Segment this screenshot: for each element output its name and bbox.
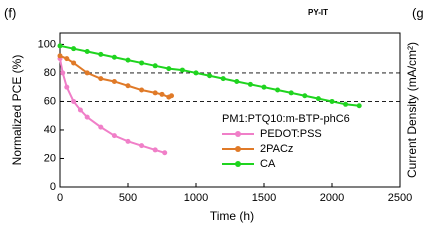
y2-axis-title: Current Density (mA/cm²) <box>405 42 419 178</box>
data-point <box>57 43 63 49</box>
x-tick-label: 500 <box>119 192 137 204</box>
data-point <box>77 107 83 113</box>
data-point <box>125 138 131 144</box>
data-point <box>207 73 213 79</box>
data-point <box>275 87 281 93</box>
data-point <box>162 150 168 156</box>
data-point <box>57 53 63 59</box>
data-point <box>159 91 165 97</box>
legend-marker <box>235 131 241 137</box>
x-tick-label: 1500 <box>252 192 276 204</box>
data-point <box>261 84 267 90</box>
data-point <box>329 98 335 104</box>
x-tick-label: 2000 <box>320 192 344 204</box>
y-tick-label: 0 <box>50 181 56 193</box>
y-tick-label: 80 <box>44 67 56 79</box>
legend-label: CA <box>260 158 276 170</box>
legend-label: PEDOT:PSS <box>260 128 322 140</box>
data-point <box>247 81 253 87</box>
chart: (f) PY-IT (g Time (h) Normalized PCE (%)… <box>4 5 424 223</box>
data-point <box>125 57 131 63</box>
data-point <box>139 87 145 93</box>
x-tick-label: 2500 <box>388 192 412 204</box>
data-point <box>179 67 185 73</box>
panel-label: (f) <box>4 5 16 20</box>
data-point <box>169 93 175 99</box>
data-point <box>139 60 145 66</box>
data-point <box>166 66 172 72</box>
data-point <box>84 114 90 120</box>
data-point <box>152 147 158 153</box>
data-point <box>343 101 349 107</box>
molecule-label: PY-IT <box>308 8 328 17</box>
data-point <box>71 60 77 66</box>
data-point <box>84 49 90 55</box>
data-point <box>71 98 77 104</box>
data-point <box>315 96 321 102</box>
data-point <box>288 90 294 96</box>
plot-frame <box>59 32 401 188</box>
data-point <box>98 124 104 130</box>
data-point <box>152 90 158 96</box>
data-point <box>125 83 131 89</box>
x-tick-label: 1000 <box>184 192 208 204</box>
data-point <box>302 93 308 99</box>
data-point <box>220 76 226 82</box>
legend-title: PM1:PTQ10:m-BTP-phC6 <box>222 113 350 125</box>
data-point <box>193 70 199 76</box>
data-point <box>98 76 104 82</box>
data-point <box>71 46 77 52</box>
data-point <box>64 56 70 62</box>
x-tick-label: 0 <box>57 192 63 204</box>
data-point <box>234 78 240 84</box>
y-tick-label: 60 <box>44 95 56 107</box>
data-point <box>98 51 104 57</box>
legend-label: 2PACz <box>260 143 293 155</box>
y-tick-label: 20 <box>44 152 56 164</box>
panel-label: (g <box>412 5 424 20</box>
data-point <box>60 70 66 76</box>
data-point <box>111 78 117 84</box>
data-point <box>84 70 90 76</box>
legend-marker <box>235 161 241 167</box>
data-point <box>111 54 117 60</box>
data-point <box>64 84 70 90</box>
data-point <box>356 103 362 109</box>
legend-marker <box>235 146 241 152</box>
data-point <box>152 63 158 69</box>
y-tick-label: 100 <box>38 38 56 50</box>
y-axis-title: Normalized PCE (%) <box>10 55 24 166</box>
data-point <box>111 133 117 139</box>
data-point <box>139 143 145 149</box>
x-axis-title: Time (h) <box>210 209 254 223</box>
y-tick-label: 40 <box>44 124 56 136</box>
